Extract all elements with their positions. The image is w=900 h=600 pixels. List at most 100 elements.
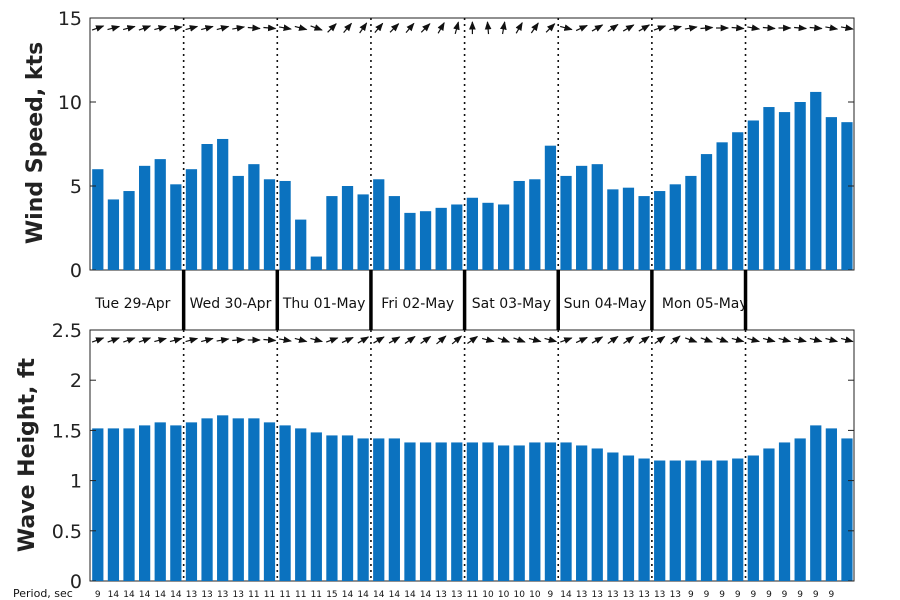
wind-direction-arrow	[747, 24, 761, 32]
wind-bar	[341, 186, 354, 270]
wind-direction-arrow	[343, 22, 352, 34]
wave-direction-arrow	[670, 335, 681, 345]
wave-direction-arrow	[607, 336, 619, 344]
period-value: 11	[279, 590, 290, 600]
period-value: 10	[498, 590, 510, 600]
wave-y-tick-label: 1	[70, 471, 82, 493]
wind-bar	[685, 175, 697, 270]
period-value: 11	[467, 590, 478, 600]
wave-direction-arrow	[591, 336, 604, 344]
wind-bar	[576, 165, 588, 270]
wave-bar	[310, 432, 322, 581]
wind-bar	[716, 142, 728, 270]
period-value: 13	[576, 590, 587, 600]
wave-direction-arrow	[762, 336, 776, 343]
wind-direction-arrow	[185, 25, 199, 32]
day-label: Thu 01-May	[282, 296, 366, 312]
period-value: 9	[750, 590, 756, 600]
wave-direction-arrow	[325, 337, 339, 344]
wave-bar	[778, 442, 791, 581]
wind-direction-arrow	[138, 25, 152, 32]
wave-bar	[669, 460, 681, 581]
wind-y-tick-label: 5	[70, 176, 82, 198]
wind-bar	[435, 207, 447, 270]
wave-bar	[295, 428, 307, 581]
wind-direction-arrow	[500, 21, 507, 35]
wave-bar	[841, 438, 853, 581]
wave-bar	[123, 428, 135, 581]
wind-direction-arrow	[515, 22, 523, 34]
period-value: 14	[560, 590, 572, 600]
wind-direction-arrow	[809, 24, 823, 32]
day-label: Wed 30-Apr	[190, 296, 272, 312]
period-value: 11	[248, 590, 259, 600]
wave-direction-arrow	[388, 336, 401, 344]
wind-direction-arrow	[560, 24, 573, 31]
wave-bar	[263, 422, 276, 581]
period-value: 14	[123, 590, 135, 600]
day-label: Mon 05-May	[662, 296, 748, 312]
period-value: 9	[797, 590, 803, 600]
wave-direction-arrow	[341, 336, 354, 344]
wind-direction-arrow	[669, 25, 682, 32]
wave-bar	[794, 438, 806, 581]
wave-bar	[716, 460, 728, 581]
period-value: 14	[389, 590, 401, 600]
wind-direction-arrow	[653, 25, 667, 32]
wind-bar	[139, 165, 151, 270]
period-value: 9	[548, 590, 554, 600]
wave-bar	[357, 438, 369, 581]
wave-bar	[700, 460, 713, 581]
period-value: 10	[529, 590, 541, 600]
wind-direction-arrow	[247, 24, 261, 32]
wave-bar	[373, 438, 385, 581]
wave-bar	[451, 442, 463, 581]
wave-direction-arrow	[294, 336, 308, 343]
wave-direction-arrow	[747, 336, 761, 343]
wave-direction-arrow	[467, 336, 479, 344]
wave-direction-arrow	[420, 336, 432, 344]
wind-direction-arrow	[794, 24, 808, 32]
wave-bar	[482, 442, 494, 581]
wind-bar	[232, 175, 244, 270]
period-value: 13	[201, 590, 212, 600]
wave-bar	[497, 445, 510, 581]
wave-bar	[248, 418, 260, 581]
wind-direction-arrow	[437, 22, 445, 34]
period-value: 14	[108, 590, 120, 600]
wave-direction-arrow	[185, 337, 199, 344]
wave-bar	[685, 460, 697, 581]
wave-bar	[107, 428, 120, 581]
wave-y-tick-label: 0	[70, 571, 82, 593]
wind-direction-arrow	[840, 24, 854, 32]
period-value: 13	[451, 590, 462, 600]
wind-bar	[544, 145, 557, 270]
period-value: 13	[592, 590, 603, 600]
wind-direction-arrow	[607, 24, 619, 32]
period-value: 13	[623, 590, 634, 600]
wave-bar	[591, 448, 603, 581]
wind-direction-arrow	[389, 23, 400, 33]
wind-direction-arrow	[545, 23, 556, 33]
wind-direction-arrow	[327, 23, 337, 33]
wave-direction-arrow	[684, 336, 698, 343]
period-value: 14	[139, 590, 151, 600]
wind-direction-arrow	[825, 24, 839, 32]
wave-y-tick-label: 0.5	[52, 521, 82, 543]
wave-bar	[435, 442, 447, 581]
wind-bar	[107, 199, 120, 270]
wind-direction-arrow	[638, 24, 651, 32]
wave-direction-arrow	[513, 336, 526, 343]
wind-bar	[310, 256, 322, 270]
wave-direction-arrow	[451, 335, 463, 345]
wave-direction-arrow	[169, 337, 183, 344]
period-value: 14	[155, 590, 167, 600]
wave-bar	[466, 442, 479, 581]
period-value: 11	[264, 590, 275, 600]
wave-direction-arrow	[560, 337, 573, 344]
wave-direction-arrow	[654, 336, 666, 344]
wind-bar	[622, 187, 635, 270]
chart-marks: 0 5 10 15 0 0.5 1 1.5 2 2.5 Tue 29-Apr Wed 30-Apr Th…	[52, 8, 855, 600]
period-value: 15	[326, 590, 337, 600]
